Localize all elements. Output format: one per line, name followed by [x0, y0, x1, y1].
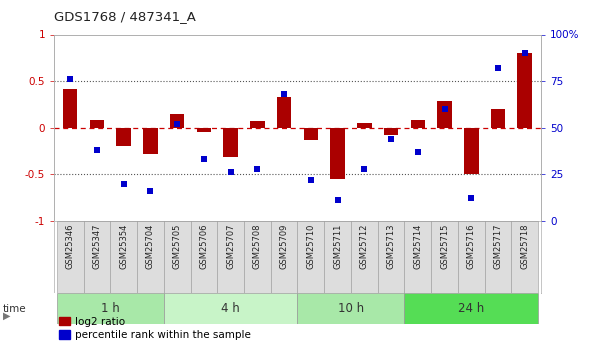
Point	[440, 106, 450, 112]
Text: GSM25716: GSM25716	[467, 224, 476, 269]
Text: 24 h: 24 h	[458, 302, 484, 315]
Text: GDS1768 / 487341_A: GDS1768 / 487341_A	[54, 10, 196, 23]
Bar	[297, 293, 404, 324]
Text: GSM25712: GSM25712	[360, 224, 369, 269]
Bar	[223, 128, 238, 157]
Bar	[410, 120, 426, 128]
Bar	[244, 221, 270, 293]
Text: 1 h: 1 h	[101, 302, 120, 315]
Bar	[137, 221, 163, 293]
Point	[172, 121, 182, 127]
Point	[119, 181, 129, 186]
Bar	[438, 101, 452, 128]
Text: GSM25715: GSM25715	[440, 224, 449, 269]
Text: 4 h: 4 h	[221, 302, 240, 315]
Bar	[331, 128, 345, 179]
Bar	[464, 128, 479, 174]
Bar	[304, 128, 318, 140]
Point	[145, 188, 155, 194]
Point	[226, 170, 236, 175]
Bar	[404, 293, 538, 324]
Point	[279, 91, 289, 97]
Point	[493, 65, 503, 71]
Bar	[143, 128, 157, 154]
Bar	[491, 109, 505, 128]
Point	[466, 196, 476, 201]
Point	[359, 166, 369, 171]
Text: GSM25354: GSM25354	[119, 224, 128, 269]
Text: GSM25346: GSM25346	[66, 224, 75, 269]
Text: 10 h: 10 h	[338, 302, 364, 315]
Bar	[63, 89, 78, 128]
Point	[386, 136, 396, 141]
Bar	[197, 128, 211, 132]
Bar	[169, 114, 185, 128]
Bar	[116, 128, 131, 146]
Bar	[351, 221, 378, 293]
Bar	[297, 221, 325, 293]
Bar	[110, 221, 137, 293]
Text: GSM25705: GSM25705	[172, 224, 182, 269]
Point	[306, 177, 316, 183]
Text: GSM25707: GSM25707	[226, 224, 235, 269]
Text: time: time	[3, 304, 26, 314]
Bar	[357, 123, 372, 128]
Bar	[163, 221, 191, 293]
Bar	[485, 221, 511, 293]
Point	[333, 198, 343, 203]
Text: GSM25710: GSM25710	[307, 224, 316, 269]
Text: GSM25708: GSM25708	[253, 224, 262, 269]
Bar	[378, 221, 404, 293]
Bar	[250, 121, 264, 128]
Legend: log2 ratio, percentile rank within the sample: log2 ratio, percentile rank within the s…	[59, 317, 251, 340]
Bar	[56, 221, 84, 293]
Text: GSM25713: GSM25713	[386, 224, 395, 269]
Text: GSM25706: GSM25706	[200, 224, 209, 269]
Text: GSM25714: GSM25714	[413, 224, 423, 269]
Bar	[458, 221, 485, 293]
Bar	[84, 221, 110, 293]
Text: GSM25718: GSM25718	[520, 224, 529, 269]
Text: GSM25704: GSM25704	[146, 224, 155, 269]
Text: GSM25717: GSM25717	[493, 224, 502, 269]
Bar	[432, 221, 458, 293]
Point	[199, 157, 209, 162]
Point	[520, 50, 529, 56]
Point	[66, 77, 75, 82]
Bar	[404, 221, 432, 293]
Bar	[325, 221, 351, 293]
Point	[413, 149, 423, 155]
Point	[92, 147, 102, 153]
Text: GSM25347: GSM25347	[93, 224, 102, 269]
Text: GSM25711: GSM25711	[333, 224, 342, 269]
Bar	[56, 293, 163, 324]
Bar	[270, 221, 297, 293]
Text: ▶: ▶	[3, 311, 10, 321]
Text: GSM25709: GSM25709	[279, 224, 288, 269]
Bar	[191, 221, 217, 293]
Bar	[163, 293, 297, 324]
Bar	[90, 120, 104, 128]
Bar	[217, 221, 244, 293]
Bar	[277, 97, 291, 128]
Point	[252, 166, 262, 171]
Bar	[511, 221, 538, 293]
Bar	[517, 53, 532, 128]
Bar	[384, 128, 398, 135]
